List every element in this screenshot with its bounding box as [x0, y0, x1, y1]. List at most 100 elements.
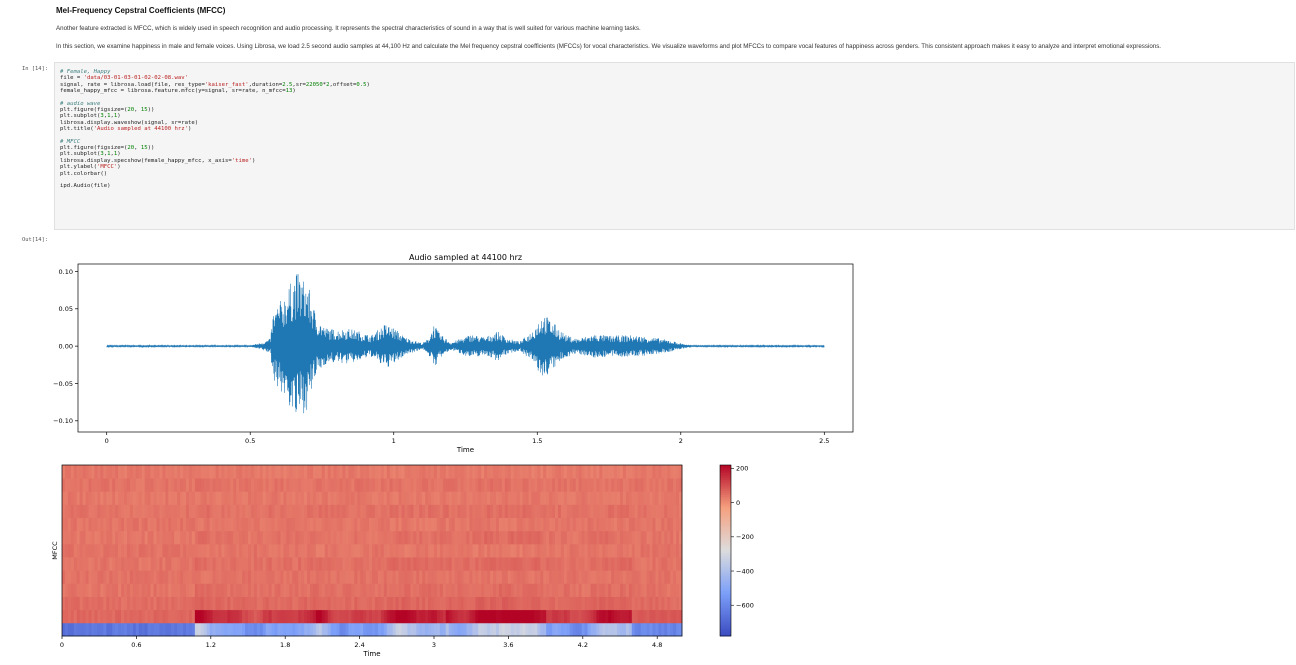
code-editor[interactable]: # Female, Happy file = 'data/03-01-03-01-…: [54, 62, 1295, 230]
heatmap-cell: [543, 609, 547, 624]
heatmap-cell: [194, 517, 199, 532]
heatmap-cell: [239, 622, 243, 637]
heatmap-cell: [487, 491, 491, 505]
heatmap-cell: [369, 530, 373, 545]
heatmap-cell: [200, 609, 205, 624]
heatmap-cell: [617, 504, 621, 519]
heatmap-cell: [434, 491, 438, 505]
heatmap-cell: [419, 530, 423, 545]
heatmap-cell: [67, 478, 72, 492]
heatmap-cell: [386, 491, 391, 505]
heatmap-cell: [70, 491, 75, 505]
heatmap-cell: [112, 491, 116, 505]
heatmap-cell: [431, 570, 435, 584]
code-text[interactable]: # Female, Happy file = 'data/03-01-03-01-…: [60, 69, 370, 190]
heatmap-cell: [194, 557, 199, 571]
heatmap-cell: [369, 491, 373, 505]
heatmap-cell: [516, 583, 521, 597]
heatmap-cell: [70, 570, 75, 584]
heatmap-cell: [342, 543, 346, 558]
heatmap-cell: [463, 478, 467, 492]
heatmap-cell: [85, 543, 89, 558]
heatmap-cell: [245, 491, 249, 505]
heatmap-cell: [183, 609, 187, 624]
heatmap-cell: [106, 530, 110, 545]
heatmap-cell: [292, 583, 296, 597]
output-prompt: Out[14]:: [22, 237, 48, 243]
heatmap-cell: [664, 465, 668, 479]
heatmap-cell: [475, 622, 479, 637]
heatmap-cell: [259, 609, 264, 624]
heatmap-cell: [159, 504, 163, 519]
heatmap-cell: [374, 504, 379, 519]
heatmap-cell: [401, 530, 405, 545]
heatmap-cell: [215, 596, 219, 611]
heatmap-cell: [454, 609, 459, 624]
heatmap-cell: [168, 570, 172, 584]
heatmap-cell: [348, 478, 352, 492]
heatmap-cell: [333, 517, 337, 532]
heatmap-cell: [534, 543, 538, 558]
heatmap-cell: [345, 530, 349, 545]
heatmap-cell: [168, 478, 172, 492]
heatmap-cell: [528, 504, 532, 519]
heatmap-cell: [186, 557, 190, 571]
heatmap-cell: [516, 504, 521, 519]
heatmap-cell: [673, 504, 677, 519]
heatmap-cell: [200, 543, 205, 558]
heatmap-cell: [451, 478, 456, 492]
heatmap-cell: [73, 596, 78, 611]
heatmap-cell: [259, 504, 264, 519]
heatmap-cell: [667, 583, 671, 597]
heatmap-cell: [315, 530, 320, 545]
heatmap-cell: [103, 530, 107, 545]
heatmap-cell: [304, 583, 308, 597]
heatmap-cell: [454, 517, 459, 532]
heatmap-cell: [676, 465, 680, 479]
heatmap-cell: [442, 622, 447, 637]
heatmap-cell: [428, 622, 432, 637]
heatmap-cell: [484, 583, 488, 597]
colorbar-segment: [720, 526, 731, 530]
heatmap-cell: [271, 557, 275, 571]
heatmap-cell: [658, 557, 662, 571]
heatmap-cell: [422, 596, 426, 611]
heatmap-cell: [555, 570, 559, 584]
x-tick-label: 4.2: [578, 641, 588, 649]
code-line: ipd.Audio(file): [60, 183, 111, 190]
heatmap-cell: [407, 465, 411, 479]
heatmap-cell: [245, 517, 249, 532]
heatmap-cell: [549, 543, 553, 558]
heatmap-cell: [481, 557, 485, 571]
heatmap-cell: [493, 530, 497, 545]
heatmap-cell: [436, 583, 441, 597]
heatmap-cell: [351, 530, 355, 545]
heatmap-cell: [363, 478, 367, 492]
heatmap-cell: [593, 596, 597, 611]
heatmap-cell: [336, 478, 340, 492]
heatmap-cell: [171, 583, 175, 597]
heatmap-cell: [150, 478, 154, 492]
heatmap-cell: [522, 530, 526, 545]
heatmap-cell: [655, 491, 659, 505]
heatmap-cell: [135, 530, 140, 545]
heatmap-cell: [259, 543, 264, 558]
heatmap-cell: [555, 557, 559, 571]
heatmap-cell: [144, 557, 149, 571]
colorbar-segment: [720, 567, 731, 571]
heatmap-cell: [581, 504, 585, 519]
heatmap-cell: [165, 543, 169, 558]
cell-output: Audio sampled at 44100 hrz 0 0.5 1 1.5 2 2.5 0.…: [0, 245, 1296, 665]
heatmap-cell: [404, 596, 408, 611]
heatmap-cell: [605, 622, 609, 637]
heatmap-cell: [540, 583, 544, 597]
heatmap-cell: [584, 504, 588, 519]
heatmap-cell: [460, 530, 464, 545]
heatmap-cell: [312, 517, 317, 532]
heatmap-cell: [525, 583, 529, 597]
heatmap-cell: [64, 609, 69, 624]
heatmap-cell: [528, 596, 532, 611]
heatmap-cell: [183, 543, 187, 558]
heatmap-cell: [493, 596, 497, 611]
heatmap-cell: [106, 570, 110, 584]
